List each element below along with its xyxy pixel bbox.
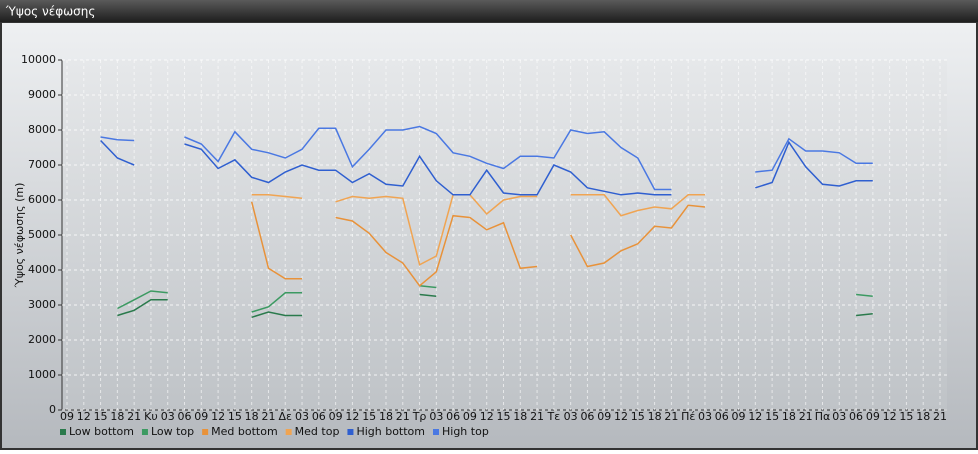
x-tick-label: 21 xyxy=(396,410,410,423)
x-tick-label: 21 xyxy=(530,410,544,423)
x-tick-label: 06 xyxy=(178,410,192,423)
y-tick-label: 7000 xyxy=(28,158,56,171)
x-tick-label: 06 xyxy=(446,410,460,423)
x-tick-label: Πα xyxy=(815,410,831,423)
x-tick-label: 03 xyxy=(161,410,175,423)
x-tick-label: 18 xyxy=(110,410,124,423)
legend-swatch xyxy=(347,429,354,435)
x-tick-label: 15 xyxy=(497,410,511,423)
x-tick-label: 12 xyxy=(883,410,897,423)
window-title: Ύψος νέφωσης xyxy=(5,5,95,19)
y-tick-label: 2000 xyxy=(28,333,56,346)
x-tick-label: 06 xyxy=(312,410,326,423)
x-tick-label: 09 xyxy=(866,410,880,423)
x-tick-label: 03 xyxy=(564,410,578,423)
legend-label: Low top xyxy=(151,425,194,438)
y-tick-label: 0 xyxy=(49,403,56,416)
y-tick-label: 8000 xyxy=(28,123,56,136)
x-tick-label: 18 xyxy=(648,410,662,423)
x-tick-label: Πέ xyxy=(681,410,695,423)
x-tick-label: 18 xyxy=(782,410,796,423)
series-line xyxy=(117,293,873,319)
series-line xyxy=(251,194,705,266)
series-line xyxy=(100,139,873,196)
x-tick-label: 15 xyxy=(228,410,242,423)
y-tick-label: 5000 xyxy=(28,228,56,241)
x-tick-label: 18 xyxy=(513,410,527,423)
legend-label: Med bottom xyxy=(211,425,278,438)
x-tick-label: 09 xyxy=(194,410,208,423)
x-tick-label: 09 xyxy=(60,410,74,423)
legend-swatch xyxy=(202,429,209,435)
x-tick-label: 12 xyxy=(614,410,628,423)
x-tick-label: 21 xyxy=(127,410,141,423)
series-line xyxy=(117,285,873,313)
legend-label: Low bottom xyxy=(69,425,134,438)
title-bar xyxy=(0,0,978,22)
y-axis-title: Ύψος νέφωσης (m) xyxy=(13,183,26,289)
x-tick-label: 03 xyxy=(832,410,846,423)
legend-label: High top xyxy=(442,425,489,438)
legend-label: High bottom xyxy=(356,425,425,438)
legend-swatch xyxy=(60,429,66,435)
x-tick-label: 18 xyxy=(916,410,930,423)
x-tick-label: Τε xyxy=(547,410,561,423)
x-tick-label: 15 xyxy=(94,410,108,423)
x-tick-label: 12 xyxy=(77,410,91,423)
x-tick-label: 06 xyxy=(580,410,594,423)
x-tick-label: Τρ xyxy=(412,410,427,423)
x-tick-label: 12 xyxy=(748,410,762,423)
x-tick-label: 06 xyxy=(715,410,729,423)
y-tick-label: 10000 xyxy=(21,53,56,66)
x-tick-label: 15 xyxy=(362,410,376,423)
x-tick-label: 21 xyxy=(933,410,947,423)
legend-label: Med top xyxy=(295,425,340,438)
y-tick-label: 3000 xyxy=(28,298,56,311)
x-tick-label: 12 xyxy=(345,410,359,423)
x-tick-label: 03 xyxy=(295,410,309,423)
x-tick-label: 18 xyxy=(379,410,393,423)
series-line xyxy=(100,125,873,191)
x-tick-label: 09 xyxy=(329,410,343,423)
x-tick-label: 06 xyxy=(849,410,863,423)
x-tick-label: 12 xyxy=(211,410,225,423)
legend-swatch xyxy=(285,429,292,435)
x-tick-label: 21 xyxy=(261,410,275,423)
x-tick-label: 09 xyxy=(732,410,746,423)
legend-swatch xyxy=(141,429,148,435)
x-tick-label: 15 xyxy=(899,410,913,423)
x-tick-label: 15 xyxy=(631,410,645,423)
x-tick-label: 18 xyxy=(245,410,259,423)
x-tick-label: 21 xyxy=(664,410,678,423)
x-tick-label: 09 xyxy=(463,410,477,423)
x-tick-label: Κυ xyxy=(144,410,158,423)
x-tick-label: 03 xyxy=(698,410,712,423)
legend-swatch xyxy=(433,429,439,435)
x-tick-label: 03 xyxy=(429,410,443,423)
y-tick-label: 9000 xyxy=(28,88,56,101)
y-tick-label: 4000 xyxy=(28,263,56,276)
x-tick-label: 21 xyxy=(799,410,813,423)
y-tick-label: 6000 xyxy=(28,193,56,206)
x-tick-label: 15 xyxy=(765,410,779,423)
x-tick-label: 09 xyxy=(597,410,611,423)
x-tick-label: 12 xyxy=(480,410,494,423)
x-tick-label: Δε xyxy=(279,410,293,423)
y-tick-label: 1000 xyxy=(28,368,56,381)
series-line xyxy=(250,201,706,287)
plot-area xyxy=(62,60,947,410)
